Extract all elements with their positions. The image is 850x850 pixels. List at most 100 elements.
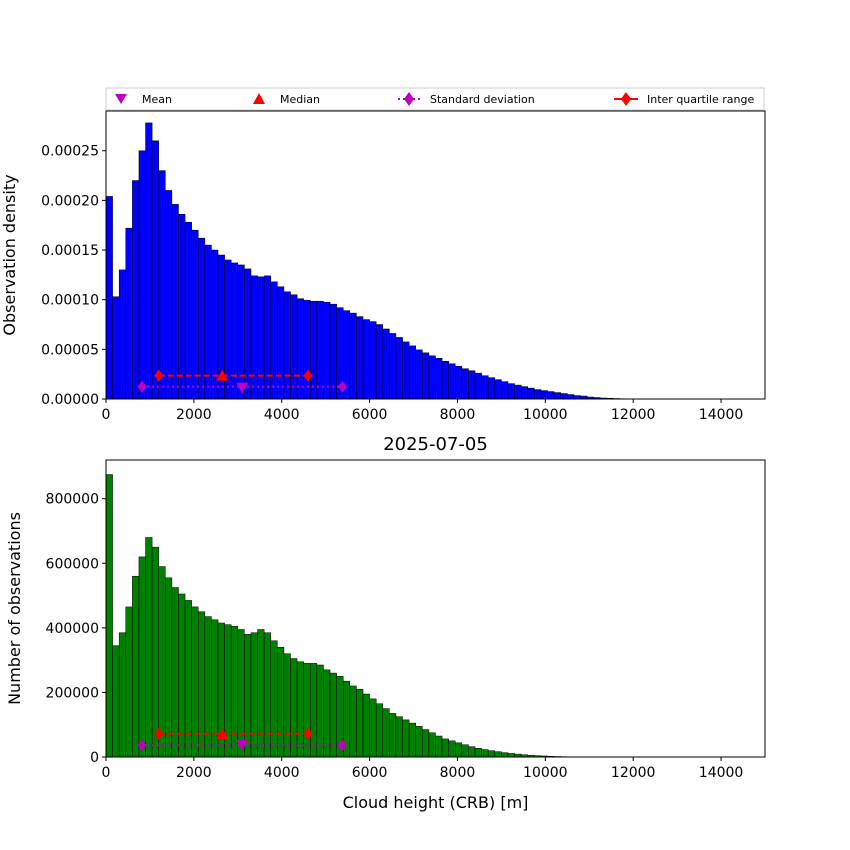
histogram-bar [435, 358, 443, 400]
histogram-bar [112, 296, 120, 400]
y-tick-label: 0.00025 [41, 144, 99, 160]
histogram-bar [118, 632, 127, 758]
histogram-bar [211, 619, 219, 758]
legend-median-marker-icon [253, 93, 265, 104]
histogram-bar [250, 275, 258, 400]
histogram-bar [138, 556, 146, 758]
histogram-bar [283, 291, 291, 400]
x-tick-label: 4000 [264, 765, 300, 781]
histogram-bar [422, 352, 430, 400]
y-tick-label: 0.00000 [41, 392, 99, 408]
histogram-bar [468, 370, 476, 400]
histogram-bar [158, 170, 166, 400]
histogram-bar [382, 708, 390, 758]
histogram-bar [487, 750, 496, 758]
histogram-bar [455, 365, 463, 400]
histogram-bar [356, 688, 364, 758]
histogram-bar [395, 716, 403, 758]
histogram-bar [520, 386, 529, 400]
histogram-bar [349, 685, 357, 758]
histogram-bar [277, 286, 285, 400]
density-panel: 0 2000 4000 6000 8000 10000 12000 14000 0.00000 0… [0, 110, 766, 423]
y-tick-label: 800000 [46, 492, 99, 508]
histogram-bar [514, 384, 522, 400]
histogram-bar [230, 626, 239, 758]
histogram-bar [349, 312, 357, 400]
histogram-bar [441, 361, 449, 400]
legend-iqr-marker-icon [621, 92, 631, 106]
count-x-axis-label: Cloud height (CRB) [m] [343, 793, 529, 812]
histogram-bar [455, 742, 463, 758]
count-panel-title: 2025-07-05 [383, 434, 488, 455]
histogram-bar [237, 264, 245, 400]
histogram-bar [105, 474, 113, 758]
iqr-high-marker [303, 727, 313, 740]
histogram-bar [145, 537, 153, 758]
histogram-bar [323, 301, 331, 400]
y-tick-label: 600000 [46, 556, 99, 572]
histogram-bar [441, 738, 449, 758]
count-ticks: 0 2000 4000 6000 8000 10000 12000 14000 0 200000 4… [46, 492, 744, 781]
count-axes-frame [105, 459, 766, 758]
median-marker [216, 369, 229, 381]
histogram-bar [428, 732, 436, 758]
histogram-bar [402, 341, 410, 400]
histogram-bar [461, 744, 469, 758]
histogram-bar [132, 575, 140, 758]
histogram-bar [112, 645, 120, 758]
mean-marker [236, 739, 249, 751]
histogram-bar [244, 634, 252, 758]
histogram-bar [290, 658, 298, 758]
count-y-axis-label: Number of observations [5, 512, 24, 705]
histogram-bar [369, 698, 377, 758]
count-stat-markers [137, 727, 347, 752]
histogram-bar [448, 740, 456, 758]
median-marker [216, 728, 229, 740]
x-tick-label: 0 [102, 765, 111, 781]
x-tick-label: 10000 [523, 407, 568, 423]
histogram-bar [237, 629, 245, 758]
histogram-bar [283, 653, 291, 758]
histogram-bar [165, 577, 173, 758]
histogram-bar [138, 150, 146, 400]
x-tick-label: 6000 [352, 765, 388, 781]
histogram-bar [296, 298, 304, 400]
histogram-bar [171, 204, 179, 400]
iqr-high-marker [303, 369, 313, 382]
legend-iqr-label: Inter quartile range [647, 93, 754, 106]
histogram-bar [132, 180, 140, 400]
x-tick-label: 6000 [352, 407, 388, 423]
y-tick-label: 0.00020 [41, 193, 99, 209]
histogram-bar [250, 632, 258, 758]
histogram-bar [428, 355, 436, 400]
histogram-bar [382, 328, 390, 400]
histogram-bar [263, 632, 272, 758]
histogram-bar [178, 214, 186, 400]
histogram-bar [270, 281, 278, 400]
histogram-bar [501, 381, 509, 400]
histogram-bar [296, 661, 304, 758]
histogram-bar [362, 693, 370, 758]
histogram-bar [408, 722, 416, 758]
histogram-bar [375, 324, 384, 400]
histogram-bar [375, 703, 384, 758]
histogram-bar [494, 379, 502, 400]
histogram-bar [527, 387, 535, 400]
density-axes-frame [105, 110, 766, 400]
histogram-bar [507, 383, 515, 400]
histogram-bar [402, 719, 410, 758]
density-ticks: 0 2000 4000 6000 8000 10000 12000 14000 0.00000 0… [41, 144, 743, 423]
histogram-bar [323, 669, 331, 758]
x-tick-label: 14000 [699, 407, 744, 423]
histogram-bar [145, 122, 153, 400]
y-tick-label: 400000 [46, 621, 99, 637]
legend-mean-label: Mean [142, 93, 172, 106]
histogram-bar [171, 587, 179, 758]
y-tick-label: 0.00010 [41, 293, 99, 309]
histogram-bar [204, 616, 212, 758]
histogram-bar [165, 190, 173, 400]
histogram-bar [547, 391, 555, 400]
histogram-bar [369, 321, 377, 400]
histogram-bar [356, 316, 364, 400]
histogram-bar [263, 275, 272, 400]
